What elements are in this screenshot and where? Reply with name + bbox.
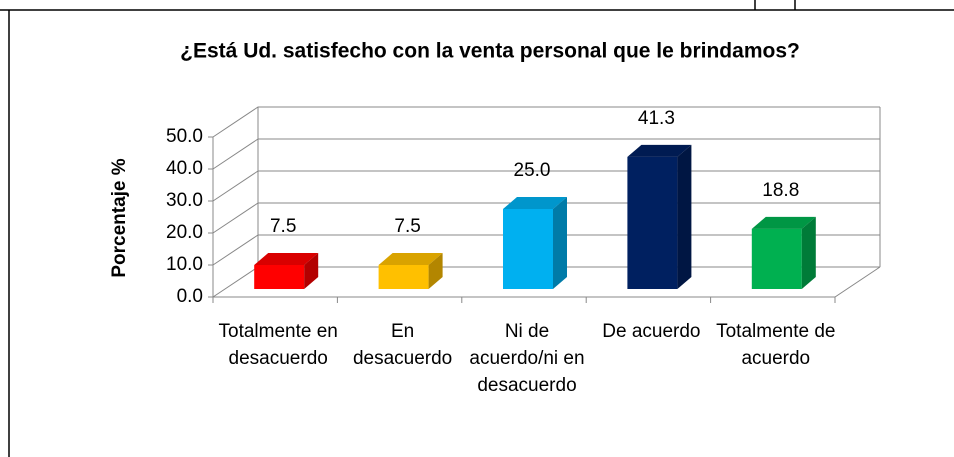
bar-top	[627, 144, 692, 157]
y-tick-label: 10.0	[166, 254, 203, 275]
y-tick-label: 20.0	[166, 222, 203, 243]
y-tick-label: 0.0	[177, 286, 203, 307]
x-tick-label: Totalmente en desacuerdo	[218, 321, 338, 369]
data-label: 25.0	[514, 160, 551, 181]
x-tick-label: Totalmente de acuerdo	[716, 321, 836, 369]
bar-side	[553, 197, 567, 289]
x-tick-label: En desacuerdo	[352, 321, 453, 369]
data-label: 7.5	[270, 216, 296, 237]
chart-title: ¿Está Ud. satisfecho con la venta person…	[180, 40, 800, 63]
y-axis-label: Porcentaje %	[109, 158, 130, 277]
bar-top	[254, 253, 319, 265]
x-tick-label: Ni de acuerdo/ni en desacuerdo	[469, 321, 585, 396]
bar-side	[428, 253, 443, 289]
data-label: 41.3	[638, 108, 675, 129]
bar-top	[751, 216, 816, 229]
bar	[751, 228, 802, 289]
data-label: 7.5	[394, 216, 420, 237]
bar-top	[503, 197, 567, 209]
y-tick-label: 40.0	[166, 158, 203, 179]
x-tick-label: De acuerdo	[602, 321, 701, 342]
bar-top	[378, 253, 443, 265]
grid-line	[212, 138, 880, 170]
y-tick-label: 50.0	[166, 126, 203, 147]
bar	[254, 265, 305, 289]
data-label: 18.8	[762, 180, 799, 201]
bar-side	[677, 144, 692, 289]
y-tick-label: 30.0	[166, 190, 203, 211]
bar-side	[801, 216, 816, 289]
bar-side	[304, 253, 319, 289]
grid-line	[212, 106, 880, 138]
bar	[503, 209, 553, 289]
bar	[378, 265, 429, 289]
bar	[627, 156, 678, 289]
